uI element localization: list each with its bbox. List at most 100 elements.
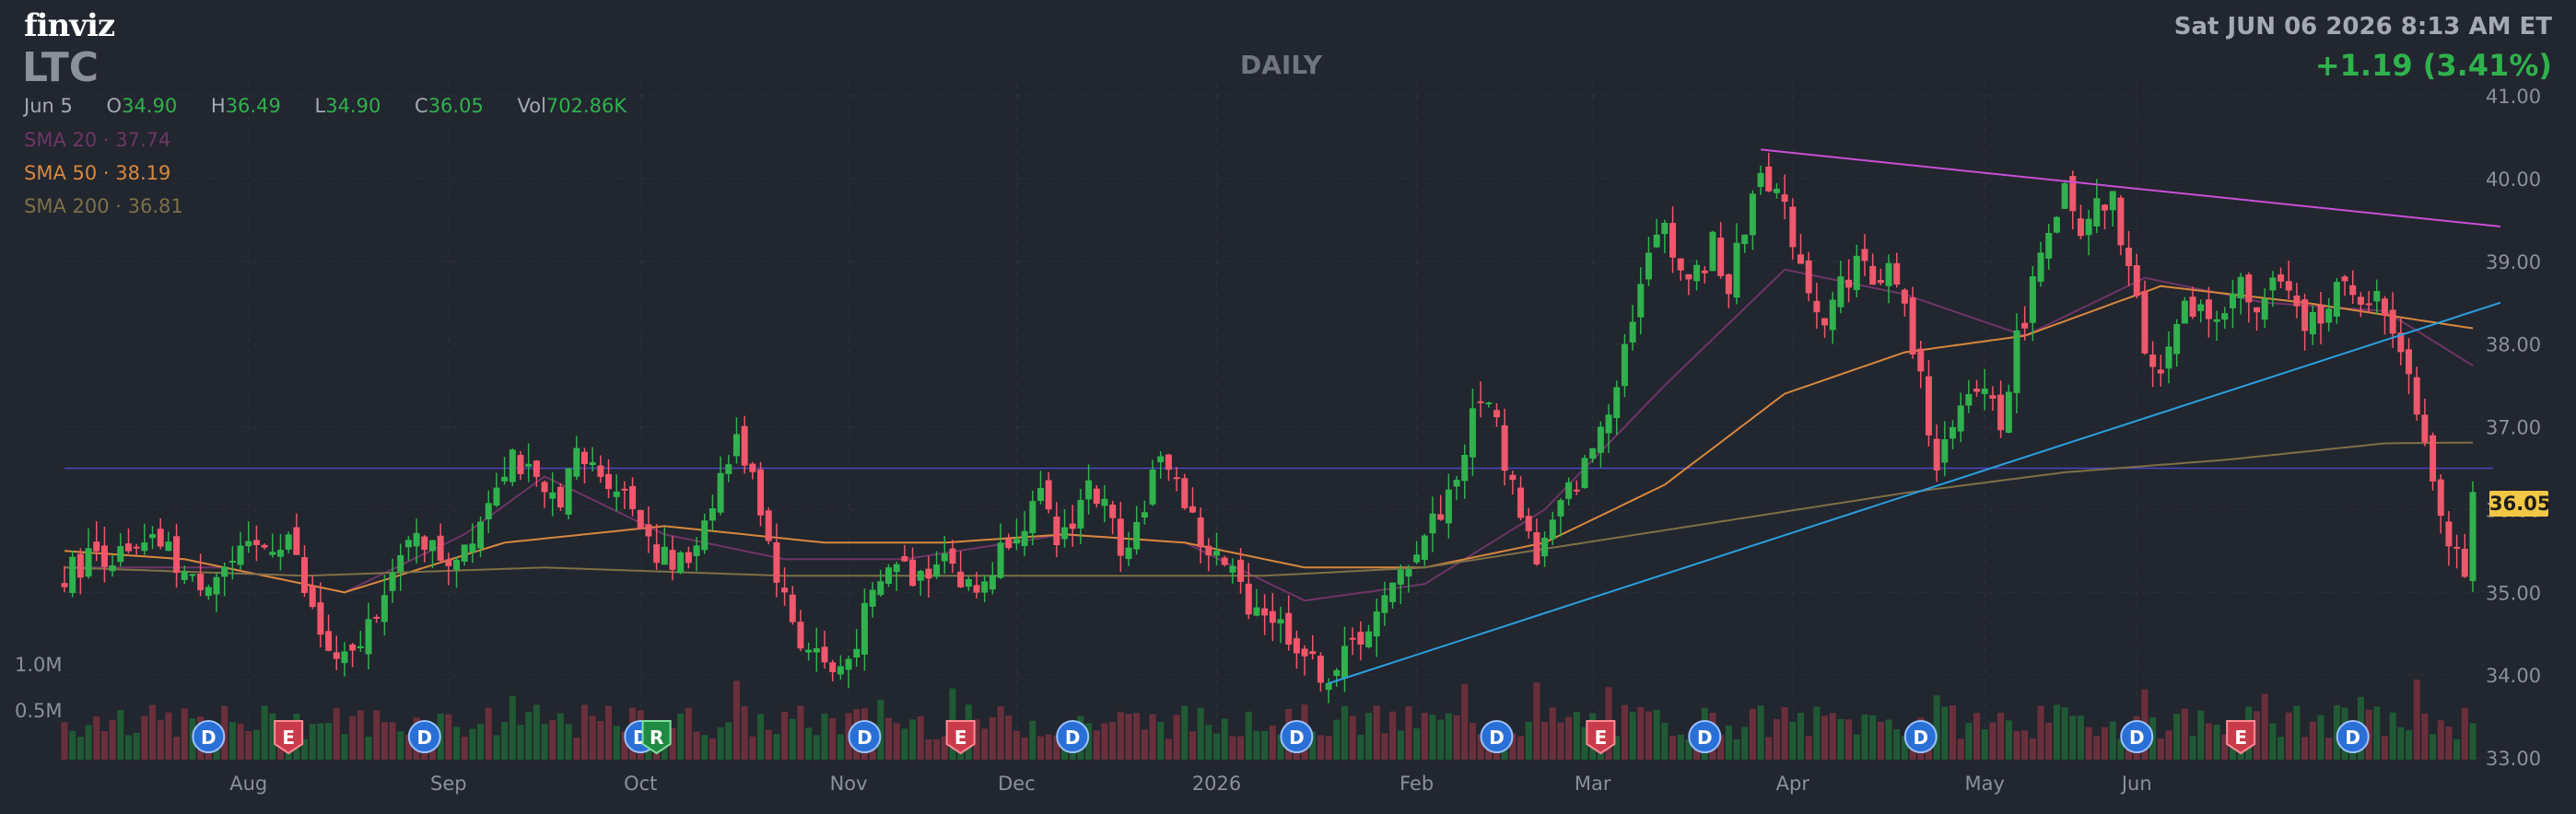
volume-bar	[69, 730, 76, 760]
candle-body	[2349, 285, 2357, 296]
volume-bar	[1188, 731, 1196, 760]
candle-body	[1197, 517, 1204, 548]
volume-bar	[2437, 720, 2444, 760]
ohlc-date: Jun 5	[24, 95, 73, 117]
volume-bar	[1901, 736, 1908, 760]
y-tick-label: 33.00	[2486, 748, 2541, 770]
volume-bar	[1453, 715, 1460, 760]
candle-body	[2421, 414, 2429, 443]
dividend-event-icon	[1688, 720, 1722, 753]
candle-body	[76, 553, 84, 578]
volume-bar	[2406, 730, 2413, 760]
candle-body	[797, 622, 804, 649]
candle-body	[485, 503, 492, 520]
volume-bar	[773, 733, 780, 760]
candle-body	[708, 507, 716, 521]
candle-body	[2173, 323, 2181, 355]
candle-body	[693, 545, 700, 556]
volume-bar	[2069, 715, 2077, 760]
volume-bar	[1773, 718, 1780, 760]
candle-body	[2341, 276, 2348, 282]
candle-body	[1757, 172, 1764, 188]
volume-bar	[501, 722, 509, 760]
volume-bar	[717, 727, 724, 760]
volume-bar	[1461, 684, 1469, 760]
candle-body	[1661, 222, 1669, 235]
candle-body	[1277, 619, 1284, 624]
volume-bar	[173, 736, 181, 760]
volume-bar	[1213, 733, 1221, 760]
volume-bar	[1869, 715, 1877, 760]
candle-body	[677, 552, 685, 574]
sma200-legend[interactable]: SMA 200 · 36.81	[24, 195, 183, 217]
volume-bar	[2181, 708, 2188, 760]
open-label: O	[106, 95, 123, 117]
sma50-legend[interactable]: SMA 50 · 38.19	[24, 162, 171, 184]
candle-body	[2365, 303, 2372, 306]
volume-bar	[757, 714, 765, 760]
volume-bar	[1181, 705, 1188, 760]
timeframe-label: DAILY	[1240, 50, 1323, 80]
volume-bar	[621, 731, 628, 760]
volume-bar	[933, 738, 941, 760]
candle-body	[325, 631, 333, 651]
candle-body	[1693, 264, 1701, 282]
volume-bar	[397, 731, 404, 760]
resistance-trendline	[1760, 148, 2501, 227]
volume-bar	[1629, 712, 1636, 760]
candle-body	[1877, 279, 1884, 284]
candle-body	[877, 581, 884, 596]
candle-body	[1477, 401, 1484, 403]
candle-body	[317, 602, 324, 635]
volume-bar	[1821, 715, 1829, 760]
volume-bar	[1397, 730, 1404, 760]
candle-body	[2117, 197, 2125, 246]
candle-body	[741, 425, 748, 466]
candle-body	[1645, 252, 1653, 280]
candle-body	[285, 534, 292, 550]
volume-bar	[2221, 734, 2229, 760]
volume-bar	[1269, 725, 1276, 760]
dividend-event-icon	[1480, 720, 1514, 753]
volume-bar	[1845, 719, 1853, 760]
volume-bar	[2165, 730, 2172, 760]
volume-bar	[2061, 707, 2068, 760]
volume-bar	[1253, 730, 1260, 760]
candle-body	[2029, 276, 2036, 323]
candle-body	[1036, 487, 1044, 501]
volume-bar	[1325, 736, 1332, 760]
candle-body	[2381, 298, 2388, 316]
dividend-event-icon	[1056, 720, 1090, 753]
volume-label-05m: 0.5M	[15, 700, 63, 722]
candle-body	[1485, 402, 1493, 405]
candle-body	[701, 520, 708, 551]
candle-body	[1981, 388, 1988, 394]
volume-bar	[1805, 736, 1812, 760]
sma50-label: SMA 50	[24, 162, 98, 184]
candle-body	[1253, 607, 1260, 616]
candle-body	[1205, 545, 1212, 556]
volume-bar	[989, 717, 996, 760]
finviz-logo[interactable]: finviz	[24, 7, 115, 44]
volume-bar	[1517, 736, 1525, 760]
volume-bar	[341, 734, 348, 760]
volume-bar	[1525, 721, 1532, 760]
dividend-event-icon	[2120, 720, 2154, 753]
candle-body	[1525, 516, 1532, 531]
candle-body	[837, 666, 844, 675]
event-letter: D	[857, 727, 872, 749]
volume-bar	[725, 722, 732, 760]
volume-bar	[93, 716, 100, 760]
volume-bar	[1741, 727, 1749, 760]
candle-body	[1133, 521, 1141, 550]
candle-body	[2205, 299, 2212, 320]
volume-bar	[605, 705, 613, 760]
volume-bar	[741, 706, 748, 760]
volume-bar	[76, 737, 84, 760]
volume-bar	[1197, 707, 1204, 760]
sma20-legend[interactable]: SMA 20 · 37.74	[24, 129, 171, 151]
candle-body	[2293, 295, 2301, 307]
volume-bar	[1277, 734, 1284, 760]
candle-body	[1933, 438, 1940, 471]
